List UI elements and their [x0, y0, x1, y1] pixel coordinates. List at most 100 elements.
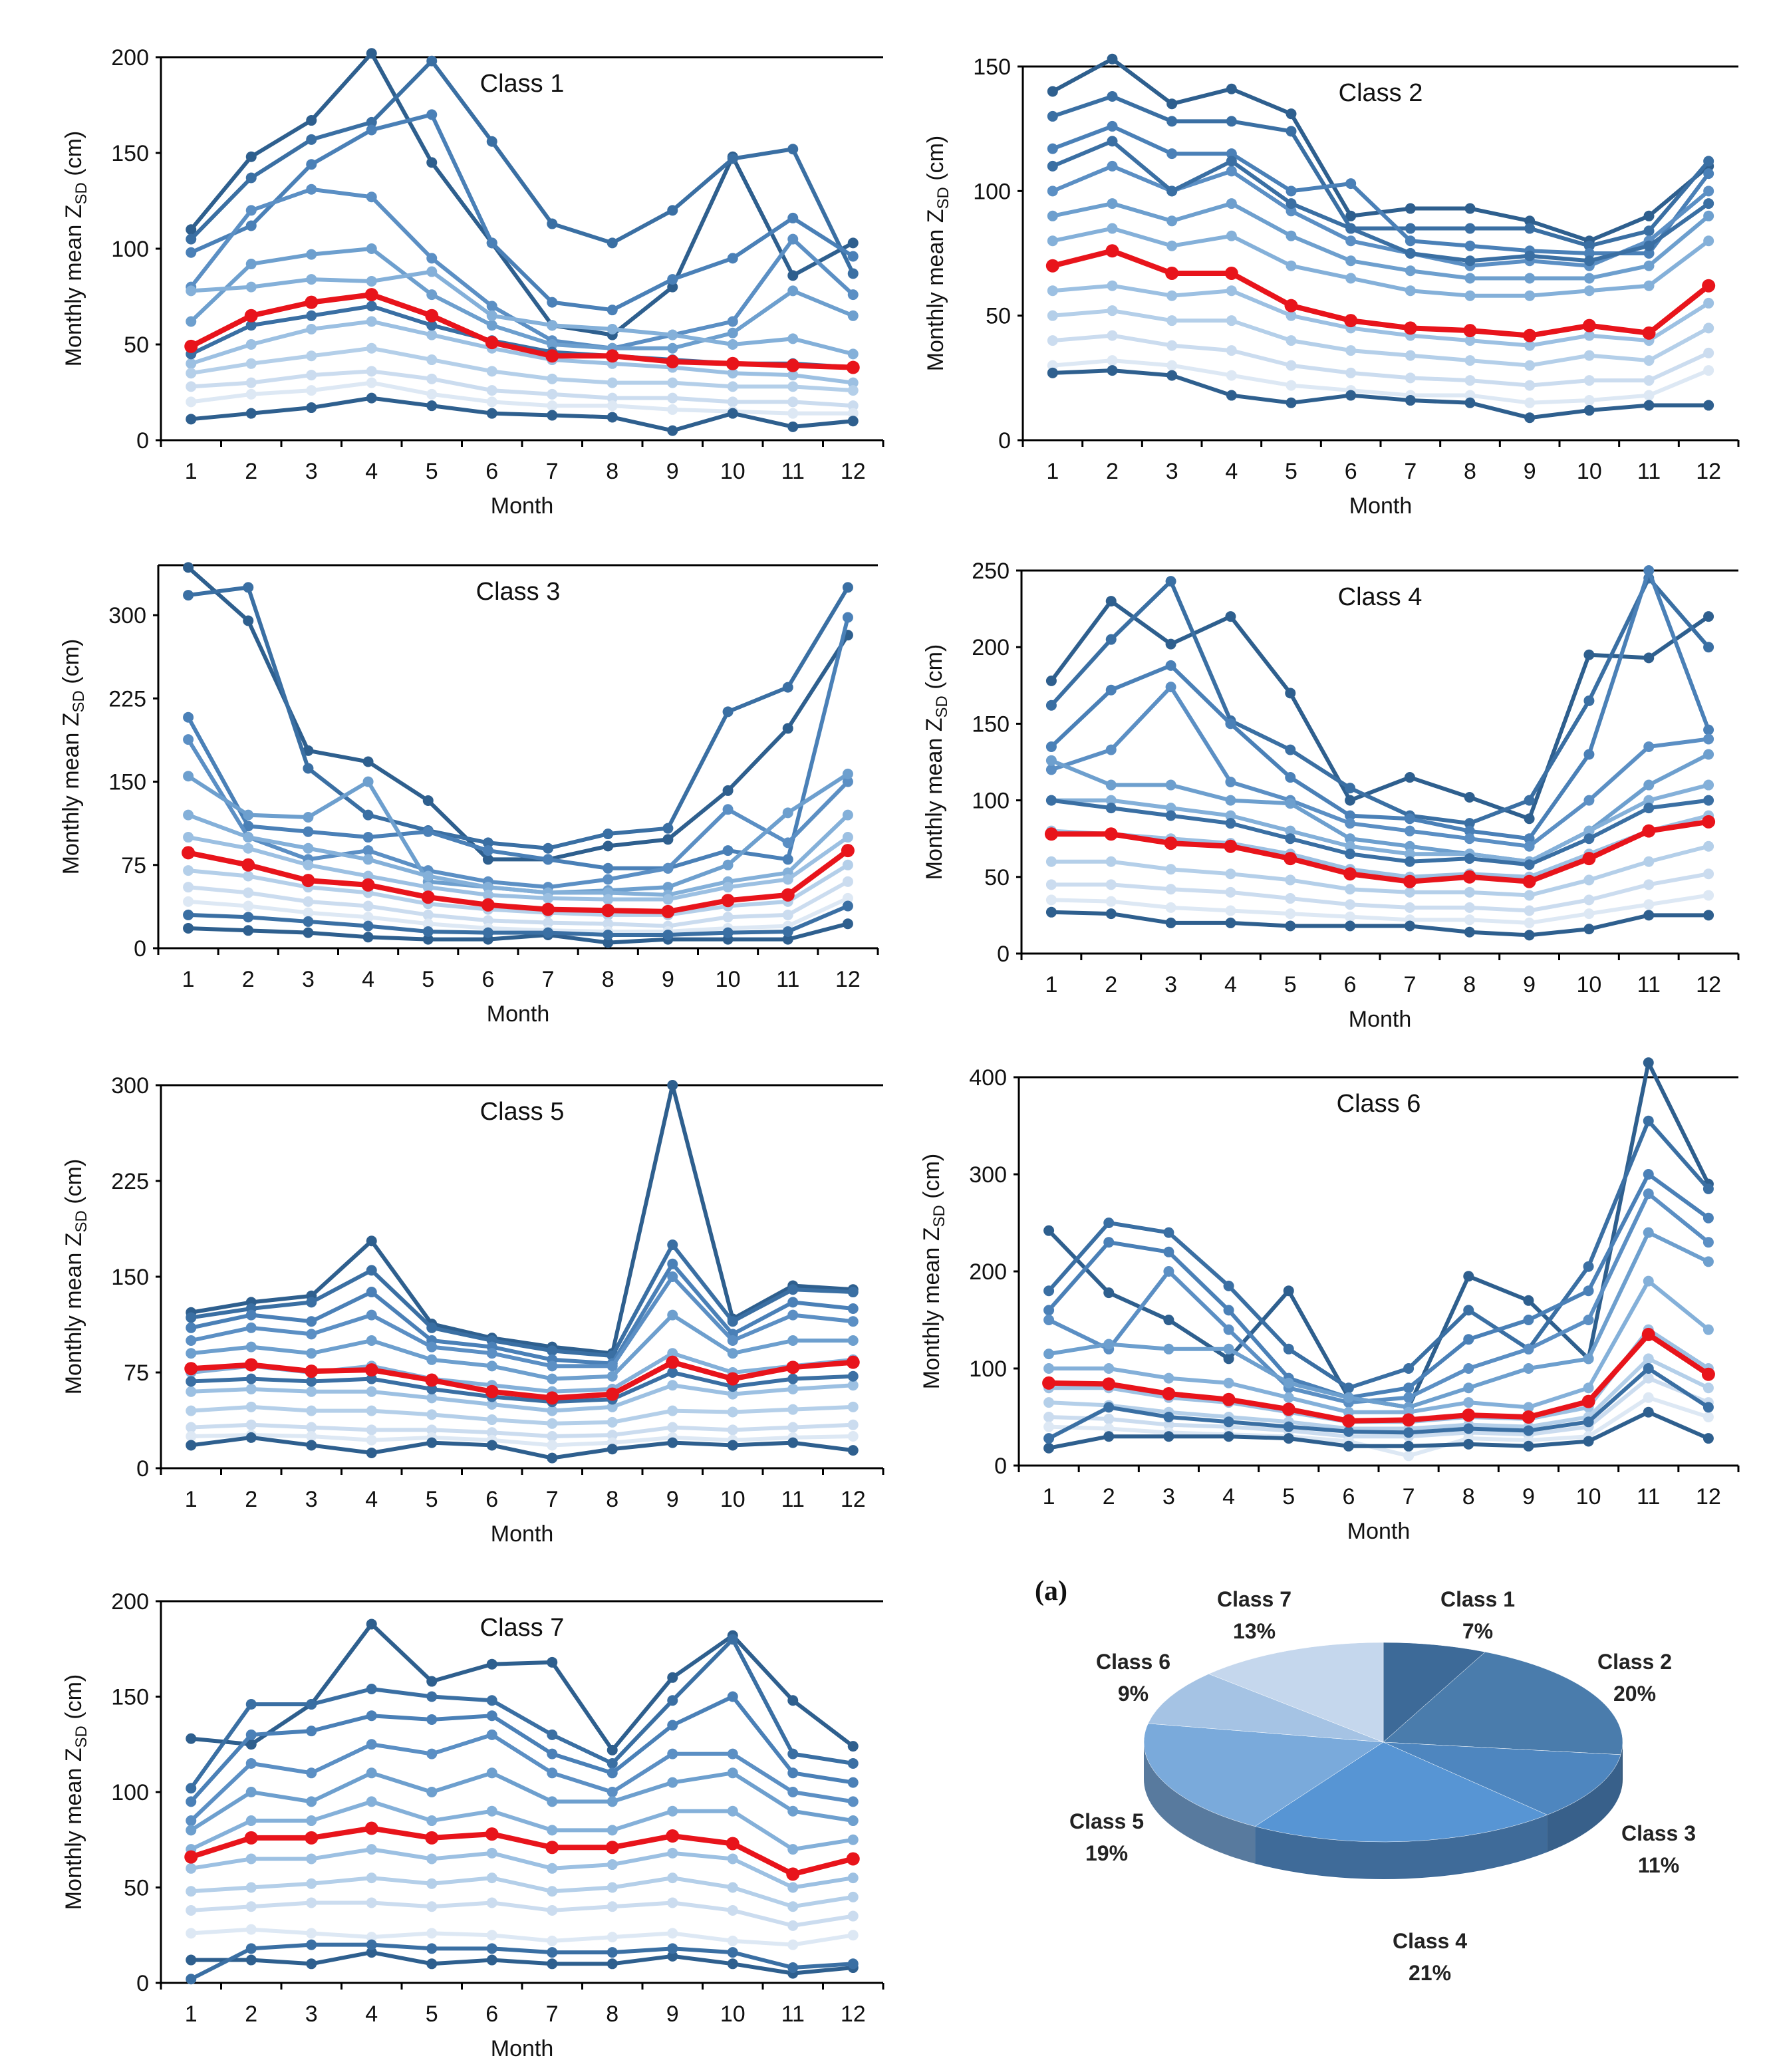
mean-series-point — [244, 1831, 258, 1845]
station-series-point — [245, 259, 257, 270]
station-series-point — [186, 224, 197, 235]
station-series-point — [1286, 198, 1297, 209]
station-series-point — [547, 388, 558, 400]
mean-series-point — [666, 1355, 680, 1369]
station-series-point — [426, 1787, 438, 1797]
mean-series-point — [1104, 827, 1118, 841]
station-series-line — [188, 835, 849, 902]
station-series-point — [1105, 856, 1117, 867]
station-series-point — [1643, 280, 1655, 291]
station-series-point — [782, 874, 793, 885]
station-series-point — [1463, 1382, 1474, 1394]
pie-slice — [1143, 1723, 1384, 1827]
y-tick-label: 50 — [984, 865, 1010, 890]
mean-series-point — [1284, 299, 1298, 313]
station-series-point — [842, 582, 853, 593]
station-series-point — [607, 412, 618, 423]
station-series-point — [1286, 126, 1297, 137]
station-series-point — [1464, 853, 1475, 864]
station-series-line — [190, 1243, 853, 1359]
mean-series-point — [545, 349, 559, 363]
station-series-point — [245, 1815, 257, 1827]
station-series-point — [426, 320, 438, 331]
x-tick-label: 1 — [185, 1487, 198, 1512]
station-series-point — [1345, 178, 1357, 190]
station-series-point — [1105, 779, 1117, 791]
station-series-point — [486, 1414, 497, 1426]
station-series-point — [1345, 235, 1357, 247]
station-series-point — [842, 918, 853, 930]
station-series-point — [603, 874, 614, 885]
station-series-point — [1345, 911, 1356, 922]
pie-slice-side — [1621, 1742, 1623, 1792]
station-series-point — [547, 373, 558, 384]
x-tick-label: 6 — [485, 459, 498, 484]
station-series-point — [1286, 360, 1297, 371]
station-series-point — [486, 1767, 497, 1779]
station-series-point — [787, 1422, 799, 1433]
station-series-line — [1052, 309, 1710, 368]
station-series-point — [1047, 110, 1058, 122]
y-tick-label: 0 — [997, 942, 1010, 967]
mean-series-point — [305, 1831, 319, 1845]
station-series-point — [1047, 160, 1058, 172]
pie-slice — [1383, 1742, 1621, 1815]
station-series-point — [306, 1386, 317, 1397]
mean-series-point — [605, 349, 619, 363]
station-series-point — [362, 920, 374, 932]
y-tick-label: 300 — [969, 1162, 1007, 1188]
station-series-point — [667, 1309, 678, 1321]
mean-series-point — [846, 1355, 860, 1369]
station-series-point — [1345, 795, 1356, 806]
station-series-point — [1583, 795, 1595, 806]
station-series-point — [245, 1787, 257, 1797]
x-tick-label: 12 — [841, 459, 866, 484]
x-tick-label: 10 — [720, 2002, 746, 2027]
mean-series-point — [1402, 1413, 1416, 1427]
mean-series-point — [244, 309, 258, 323]
station-series-point — [547, 1825, 558, 1836]
pie-slice — [1383, 1642, 1486, 1743]
y-tick-label: 100 — [111, 237, 149, 262]
station-series-point — [1524, 397, 1536, 408]
station-series-point — [486, 1943, 497, 1954]
station-series-point — [1165, 576, 1176, 587]
station-series-point — [306, 1897, 317, 1908]
station-series-point — [787, 1404, 799, 1415]
station-series-point — [607, 1958, 618, 1970]
mean-series-point — [1042, 1376, 1056, 1390]
station-series-point — [1283, 1285, 1294, 1297]
station-series-point — [1703, 779, 1714, 791]
station-series-point — [366, 1335, 377, 1346]
station-series-point — [1643, 248, 1655, 259]
station-series-point — [1643, 1169, 1654, 1180]
station-series-point — [426, 1853, 438, 1865]
station-series-line — [1051, 124, 1710, 255]
station-series-point — [1047, 143, 1058, 154]
station-series-point — [1105, 896, 1117, 907]
station-series-point — [426, 1392, 438, 1404]
station-series-point — [847, 1287, 859, 1298]
station-series-point — [847, 400, 859, 412]
station-series-line — [190, 346, 853, 393]
station-series-point — [727, 327, 738, 338]
station-series-point — [1225, 905, 1236, 916]
station-series-point — [1103, 1402, 1115, 1413]
station-series-point — [727, 1634, 738, 1645]
station-series-point — [245, 1698, 257, 1710]
station-series-point — [1165, 660, 1176, 671]
station-series-point — [787, 381, 799, 392]
x-tick-label: 3 — [305, 459, 318, 484]
station-series-point — [1464, 791, 1475, 803]
station-series-point — [1103, 1339, 1115, 1350]
station-series-point — [1583, 874, 1595, 886]
station-series-point — [1047, 367, 1058, 378]
station-series-point — [245, 1954, 257, 1966]
station-series-point — [1345, 367, 1357, 378]
station-series-point — [1643, 390, 1655, 401]
station-series-line — [191, 1876, 854, 1909]
